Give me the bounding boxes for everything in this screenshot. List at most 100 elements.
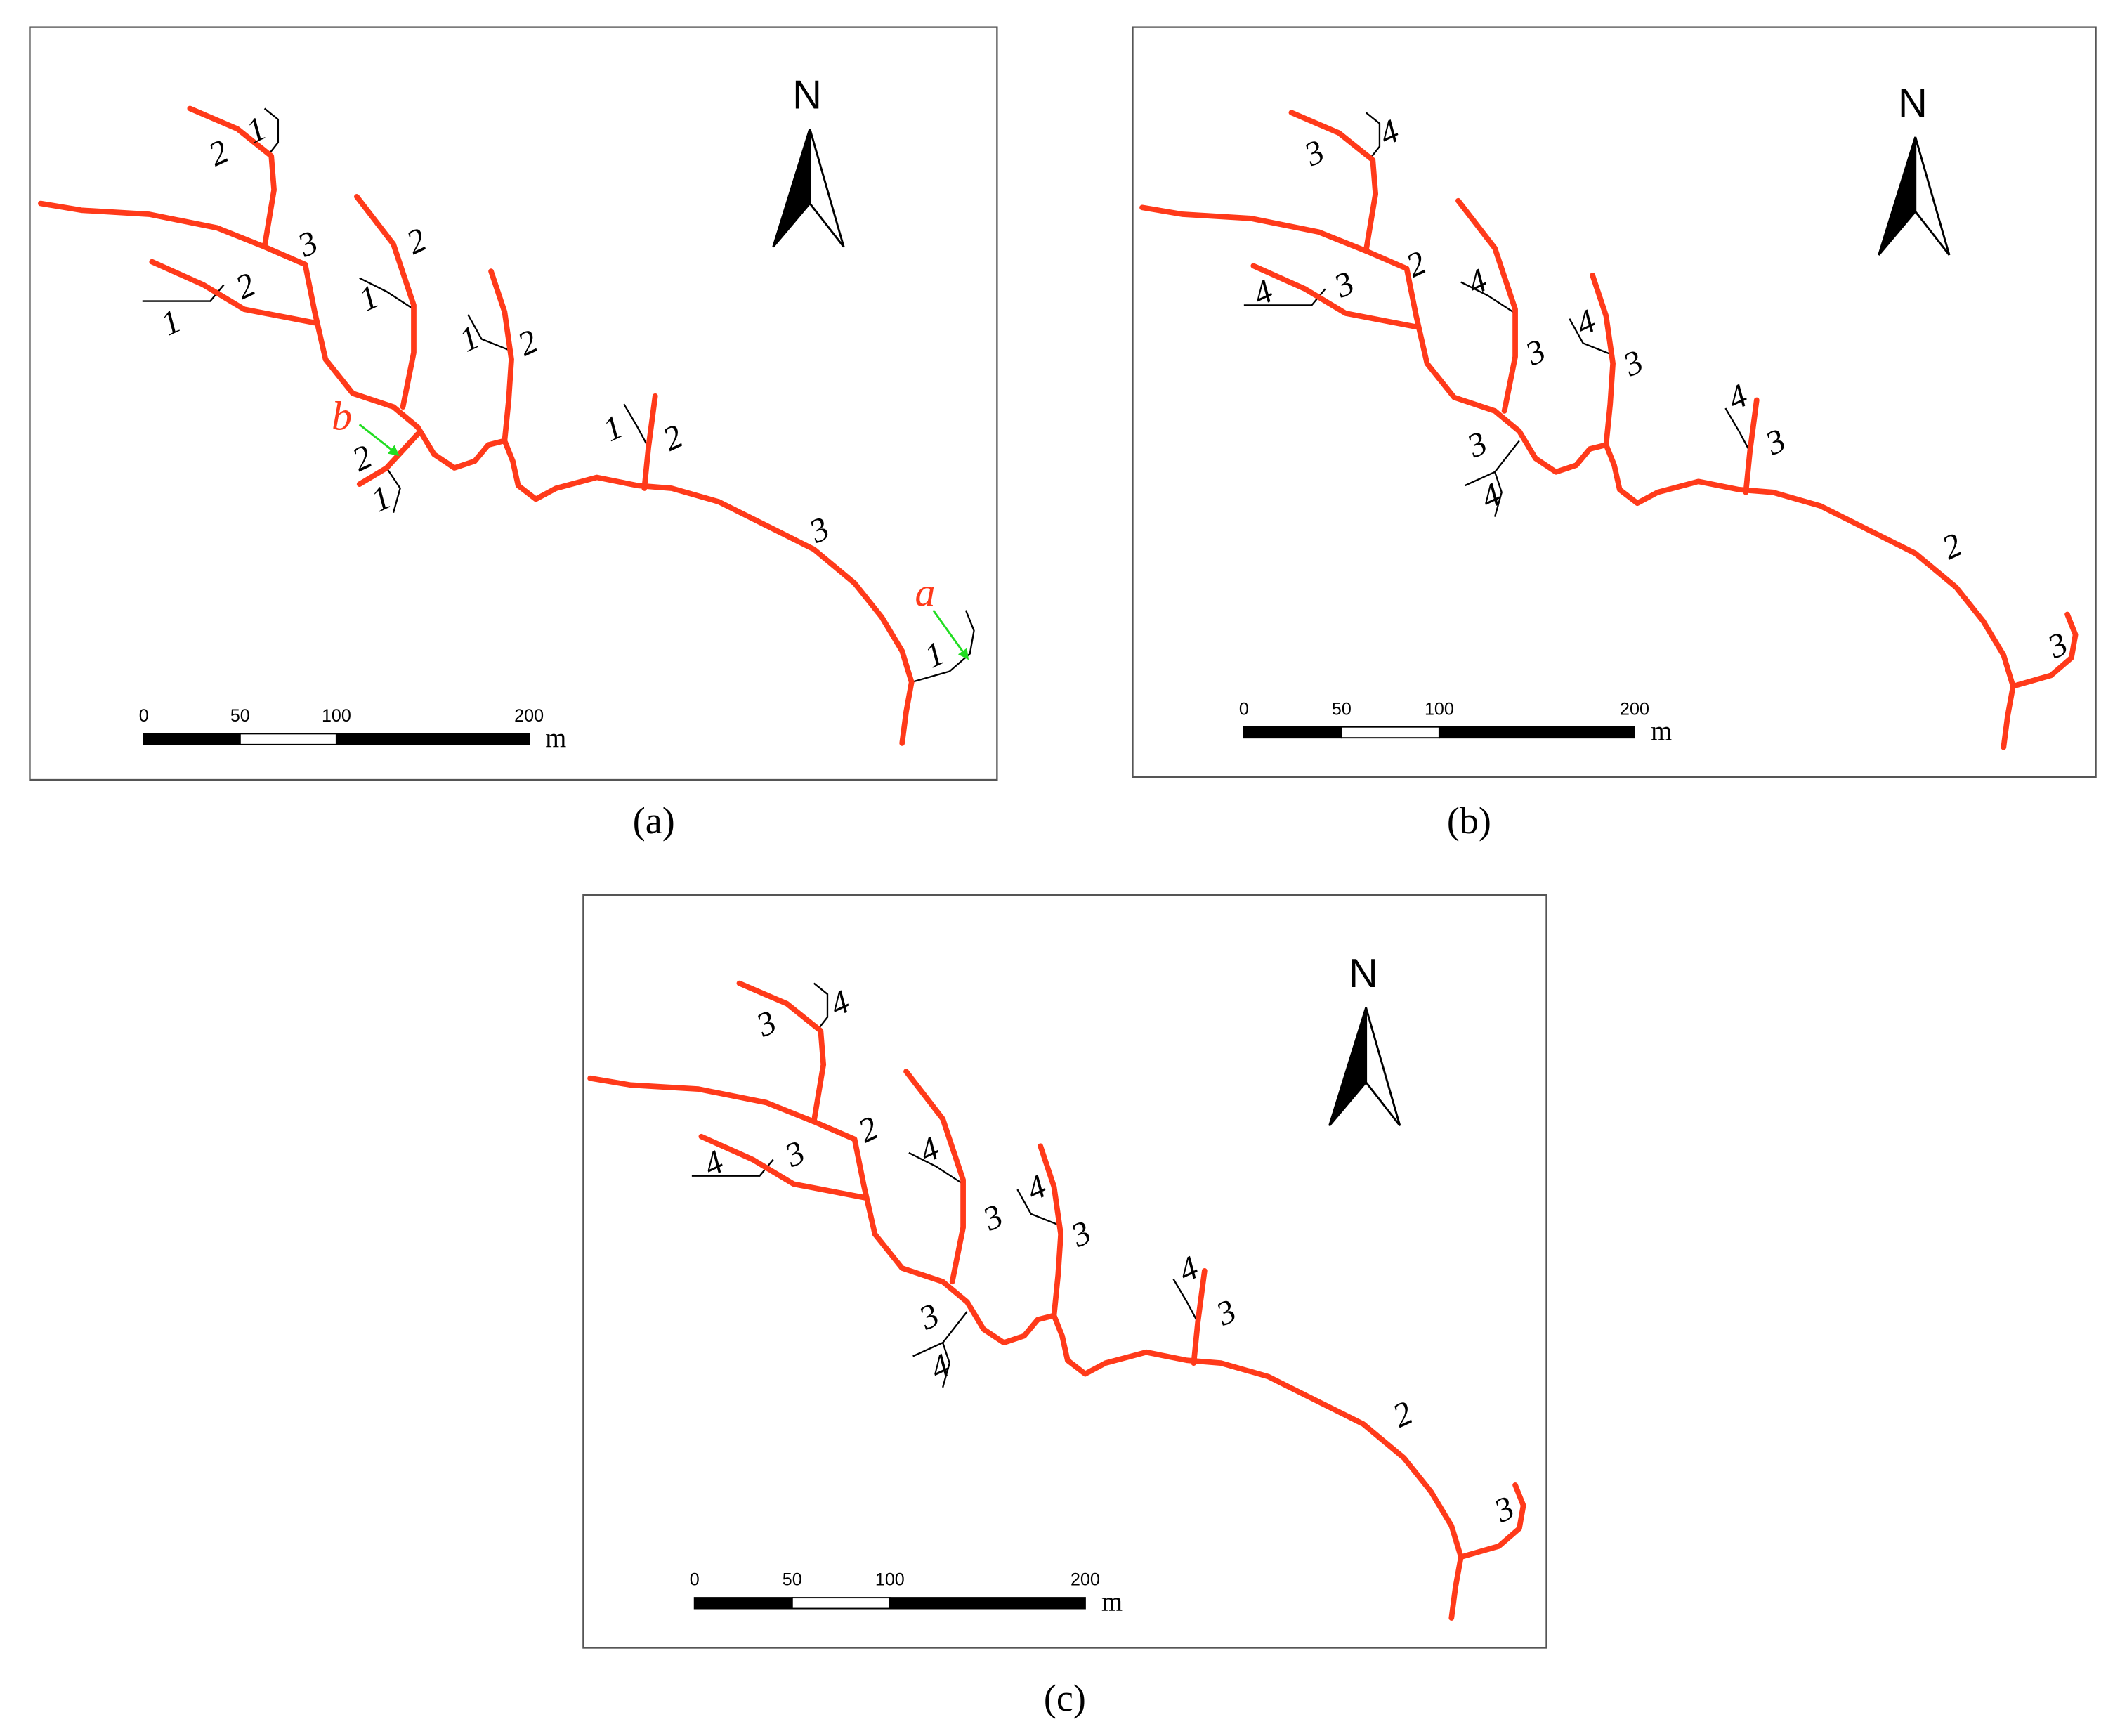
stream-order-label: 3	[2042, 625, 2074, 667]
stream-order-label: 1	[366, 478, 397, 519]
stream-order-label: 3	[1519, 332, 1551, 374]
tributary-line	[691, 1159, 774, 1177]
stream-order-label: 4	[1173, 1249, 1204, 1290]
scale-segment	[693, 1597, 793, 1610]
stream-channel	[1288, 110, 1379, 254]
stream-order-label: 2	[1401, 244, 1432, 285]
stream-channel	[1458, 1482, 1526, 1560]
annotation-label: a	[915, 570, 936, 615]
panel-frame	[29, 26, 998, 781]
north-label: N	[792, 72, 822, 117]
stream-order-label: 1	[155, 302, 186, 343]
tributary-line	[623, 403, 650, 448]
north-label: N	[1349, 951, 1378, 996]
tributary-line	[467, 314, 509, 351]
panel-frame	[582, 894, 1547, 1649]
stream-order-label: 2	[1937, 526, 1968, 567]
stream-order-label: 3	[750, 1003, 782, 1045]
tributary-line	[359, 277, 414, 311]
tributary-line	[1172, 1278, 1199, 1323]
scale-segment	[1438, 726, 1635, 739]
stream-channel	[903, 1069, 966, 1285]
stream-order-label: 3	[779, 1134, 811, 1175]
stream-order-label: 4	[1248, 273, 1278, 313]
scale-tick-label: 0	[139, 706, 149, 726]
panel-frame	[1132, 26, 2097, 778]
annotation-label: b	[332, 393, 352, 439]
scale-unit: m	[1651, 717, 1672, 746]
stream-channel	[698, 1133, 867, 1201]
scale-segment	[239, 733, 337, 745]
scale-tick-label: 100	[322, 706, 351, 726]
scale-tick-label: 200	[1071, 1570, 1100, 1590]
scale-segment	[889, 1597, 1086, 1610]
scale-tick-label: 50	[230, 706, 250, 726]
stream-channel	[736, 980, 827, 1125]
north-arrow-left	[1878, 136, 1917, 256]
stream-order-label: 2	[401, 221, 432, 261]
tributary-line	[1243, 288, 1326, 306]
stream-order-label: 2	[347, 438, 378, 478]
tributary-line	[386, 467, 401, 514]
stream-channel	[1191, 1267, 1208, 1366]
stream-channel	[38, 200, 915, 746]
scale-unit: m	[545, 724, 566, 753]
tributary-line	[1016, 1189, 1059, 1226]
panel-caption: (a)	[633, 800, 675, 842]
stream-order-label: 1	[919, 634, 950, 675]
tributary-line	[813, 982, 829, 1030]
north-label: N	[1898, 81, 1928, 126]
scale-segment	[1243, 726, 1342, 739]
scale-tick-label: 50	[783, 1570, 802, 1590]
scale-unit: m	[1101, 1588, 1123, 1617]
scale-tick-label: 100	[1425, 699, 1454, 719]
stream-order-label: 1	[598, 408, 629, 449]
stream-order-label: 3	[1210, 1292, 1242, 1333]
north-arrow-left	[1328, 1007, 1368, 1127]
stream-channel	[2010, 611, 2079, 689]
stream-channel	[587, 1075, 1464, 1621]
stream-channel	[1743, 397, 1760, 495]
stream-network	[38, 105, 975, 746]
tributary-line	[911, 610, 975, 684]
stream-order-label: 1	[241, 110, 272, 150]
scale-segment	[1340, 726, 1440, 739]
scale-tick-label: 50	[1332, 699, 1352, 719]
stream-channel	[641, 393, 658, 491]
stream-channel	[1250, 263, 1419, 330]
tributary-line	[1460, 281, 1516, 314]
tributary-line	[942, 1342, 950, 1388]
stream-order-label: 2	[1387, 1394, 1418, 1435]
stream-channel	[1590, 273, 1616, 448]
panel-caption: (c)	[1044, 1677, 1086, 1719]
stream-order-label: 1	[353, 278, 384, 318]
stream-channel	[488, 268, 514, 444]
scale-tick-label: 0	[1239, 699, 1249, 719]
scale-segment	[143, 733, 241, 745]
stream-order-label: 3	[977, 1197, 1009, 1239]
stream-channel	[356, 431, 421, 488]
stream-channel	[1038, 1143, 1064, 1319]
north-arrow-left	[772, 128, 811, 248]
scale-segment	[791, 1597, 891, 1610]
stream-order-label: 2	[203, 133, 234, 174]
stream-order-label: 2	[657, 417, 688, 458]
stream-order-label: 3	[1488, 1489, 1520, 1530]
annotation-arrow	[932, 609, 969, 660]
tributary-line	[142, 284, 225, 302]
scale-tick-label: 0	[690, 1570, 700, 1590]
stream-order-label: 4	[914, 1130, 945, 1170]
stream-order-label: 3	[1760, 422, 1791, 463]
stream-channel	[187, 105, 277, 250]
tributary-line	[908, 1151, 964, 1185]
stream-order-label: 4	[1570, 302, 1601, 343]
scale-tick-label: 200	[514, 706, 544, 726]
stream-order-label: 4	[1475, 476, 1506, 516]
stream-order-label: 2	[512, 322, 543, 363]
scale-segment	[335, 733, 530, 745]
north-arrow-right	[809, 128, 845, 248]
panel-caption: (b)	[1447, 800, 1491, 842]
stream-order-label: 3	[1328, 264, 1360, 306]
